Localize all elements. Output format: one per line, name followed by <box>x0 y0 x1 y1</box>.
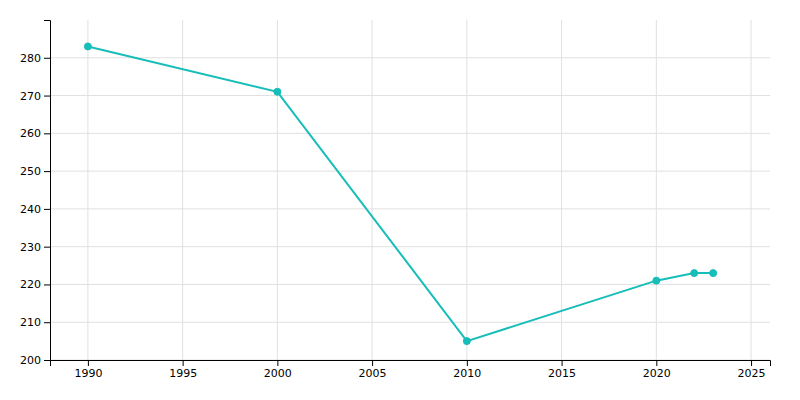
tick: 1995 <box>169 360 197 380</box>
tick: 220 <box>20 278 50 291</box>
tick: 2000 <box>264 360 292 380</box>
tick-label: 260 <box>20 127 41 140</box>
tick: 2020 <box>643 360 671 380</box>
line <box>88 46 713 341</box>
tick-mark <box>44 247 50 248</box>
tick-mark <box>44 58 50 59</box>
tick-mark <box>656 360 657 366</box>
tick-mark <box>277 360 278 366</box>
tick-label: 240 <box>20 203 41 216</box>
tick-label: 2015 <box>548 367 576 380</box>
grid-line <box>50 284 770 285</box>
tick-label: 2010 <box>453 367 481 380</box>
y-axis: 200 210 220 230 240 250 260 270 280 <box>20 21 51 368</box>
tick-mark <box>88 360 89 366</box>
tick: 230 <box>20 241 50 254</box>
tick-label: 200 <box>20 354 41 367</box>
tick-label: 1990 <box>74 367 102 380</box>
grid-line <box>50 57 770 58</box>
point <box>653 277 660 284</box>
tick-mark <box>44 209 50 210</box>
tick-label: 2020 <box>643 367 671 380</box>
tick: 240 <box>20 203 50 216</box>
grid-line <box>50 208 770 209</box>
grid-line <box>50 133 770 134</box>
tick-label: 280 <box>20 52 41 65</box>
tick-mark <box>44 284 50 285</box>
grid-line <box>50 322 770 323</box>
grid-line <box>50 95 770 96</box>
grid-line <box>561 20 562 360</box>
axis-line <box>44 21 51 361</box>
tick-label: 270 <box>20 90 41 103</box>
point <box>710 270 717 277</box>
point <box>463 338 470 345</box>
tick: 210 <box>20 316 50 329</box>
tick-mark <box>562 360 563 366</box>
axis-line <box>51 361 771 367</box>
chart-container: 1990 1995 2000 2005 2010 2015 2020 2025 200 210 22… <box>0 0 800 400</box>
tick-mark <box>44 133 50 134</box>
tick-mark <box>44 171 50 172</box>
tick-mark <box>467 360 468 366</box>
tick: 1990 <box>74 360 102 380</box>
tick-mark <box>44 360 50 361</box>
point <box>274 88 281 95</box>
tick: 280 <box>20 52 50 65</box>
grid-line <box>277 20 278 360</box>
tick-mark <box>44 322 50 323</box>
tick-label: 210 <box>20 316 41 329</box>
tick: 250 <box>20 165 50 178</box>
tick: 260 <box>20 127 50 140</box>
tick-label: 250 <box>20 165 41 178</box>
tick: 2010 <box>453 360 481 380</box>
grid-line <box>466 20 467 360</box>
series <box>84 43 716 345</box>
tick: 2025 <box>738 360 766 380</box>
grid-line <box>50 171 770 172</box>
point <box>84 43 91 50</box>
tick-mark <box>372 360 373 366</box>
tick: 2005 <box>359 360 387 380</box>
grid <box>50 20 770 360</box>
grid-line <box>751 20 752 360</box>
tick-label: 220 <box>20 278 41 291</box>
tick-label: 2000 <box>264 367 292 380</box>
tick: 2015 <box>548 360 576 380</box>
x-axis: 1990 1995 2000 2005 2010 2015 2020 2025 <box>51 360 771 380</box>
tick-label: 1995 <box>169 367 197 380</box>
point <box>691 270 698 277</box>
tick-mark <box>183 360 184 366</box>
tick-mark <box>751 360 752 366</box>
tick-mark <box>44 96 50 97</box>
tick: 270 <box>20 90 50 103</box>
grid-line <box>50 246 770 247</box>
grid-line <box>372 20 373 360</box>
grid-line <box>182 20 183 360</box>
grid-line <box>87 20 88 360</box>
chart-svg: 1990 1995 2000 2005 2010 2015 2020 2025 200 210 22… <box>0 0 800 400</box>
plot-area: 1990 1995 2000 2005 2010 2015 2020 2025 200 210 22… <box>20 20 771 380</box>
tick-label: 2025 <box>738 367 766 380</box>
tick-label: 230 <box>20 241 41 254</box>
tick-label: 2005 <box>359 367 387 380</box>
tick: 200 <box>20 354 50 367</box>
grid-line <box>656 20 657 360</box>
